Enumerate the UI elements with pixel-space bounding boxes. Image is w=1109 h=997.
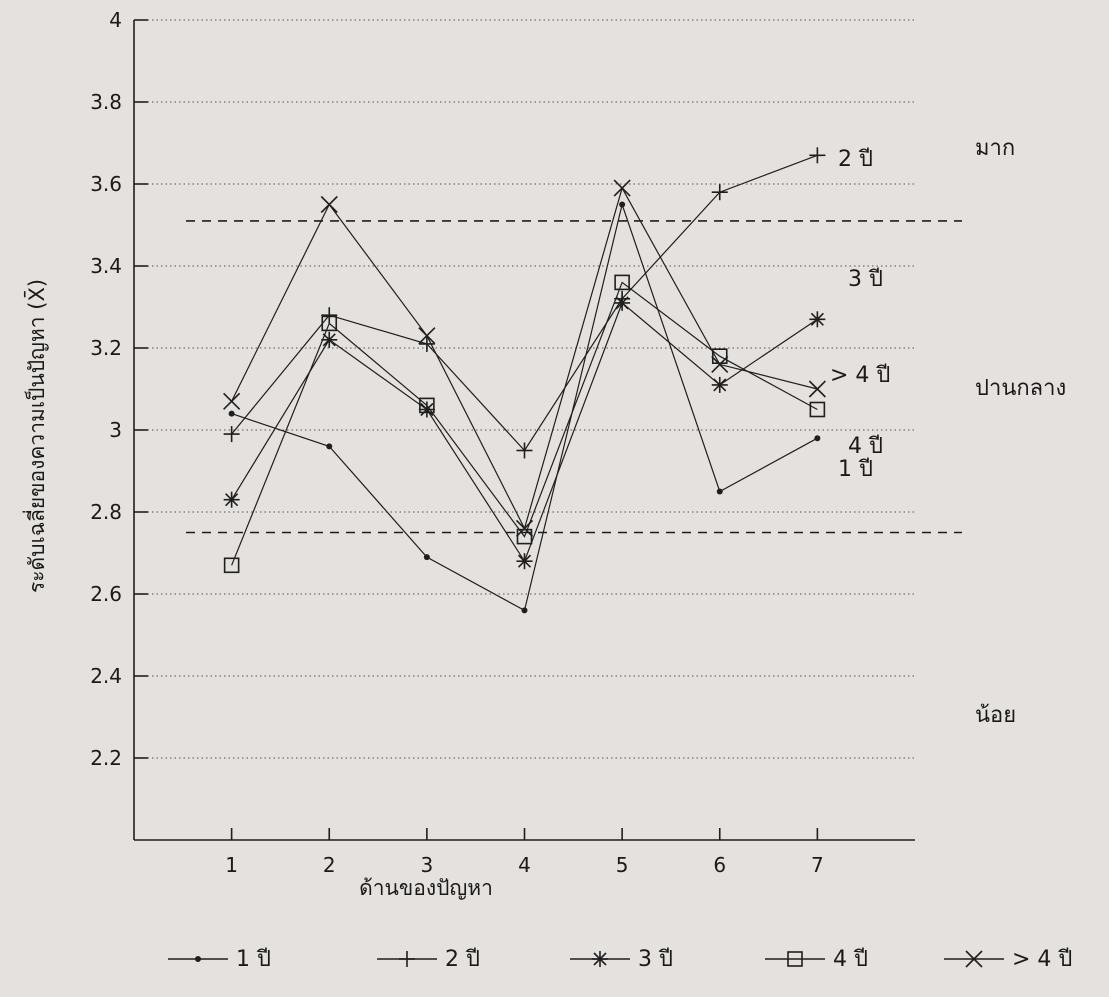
- legend-marker: [399, 951, 415, 967]
- x-tick-label: 1: [225, 853, 238, 877]
- y-tick-label: 2.2: [90, 746, 122, 770]
- data-point: [516, 553, 533, 570]
- data-point: [619, 201, 626, 208]
- y-tick-label: 3.4: [90, 254, 122, 278]
- data-point: [223, 557, 240, 574]
- data-point: [423, 554, 430, 561]
- legend-label: 3 ปี: [638, 947, 673, 972]
- series-4: [223, 274, 826, 574]
- legend-item: 2 ปี: [377, 947, 480, 972]
- data-point: [716, 488, 723, 495]
- series-end-label: 4 ปี: [848, 434, 883, 459]
- data-point: [418, 327, 436, 345]
- data-point: [516, 442, 533, 459]
- data-point: [223, 426, 240, 443]
- data-point: [223, 392, 241, 410]
- y-tick-label: 2.6: [90, 582, 122, 606]
- legend-label: 4 ปี: [833, 947, 868, 972]
- data-point: [521, 607, 528, 614]
- legend-item: 4 ปี: [765, 947, 868, 972]
- y-tick-label: 3.2: [90, 336, 122, 360]
- series-line: [231, 186, 818, 531]
- series-line: [231, 202, 818, 612]
- data-point: [515, 519, 534, 537]
- y-tick-label: 4: [109, 8, 122, 32]
- series-end-label: 1 ปี: [838, 457, 873, 482]
- data-point: [814, 435, 821, 442]
- legend-label: 1 ปี: [236, 947, 271, 972]
- series-group: [223, 147, 826, 614]
- y-tick-labels: 2.2 2.4 2.6 2.8 3 3.2 3.4 3.6 3.8 4: [90, 8, 122, 770]
- x-tick-label: 7: [811, 853, 824, 877]
- data-point: [321, 307, 338, 324]
- legend: 1 ปี 2 ปี 3 ปี 4 ปี > 4 ปี: [168, 947, 1072, 972]
- y-tick-label: 2.8: [90, 500, 122, 524]
- series-end-label: 2 ปี: [838, 147, 873, 172]
- legend-marker: [592, 951, 608, 967]
- y-axis-title: ระดับเฉลี่ยของความเป็นปัญหา (X̄): [22, 279, 49, 593]
- data-point: [711, 355, 729, 373]
- x-tick-label: 5: [616, 853, 629, 877]
- series-end-labels: 1 ปี 2 ปี 3 ปี 4 ปี > 4 ปี: [830, 147, 890, 482]
- data-point: [418, 401, 435, 418]
- legend-label: > 4 ปี: [1012, 947, 1072, 972]
- legend-item: > 4 ปี: [944, 947, 1072, 972]
- x-tick-label: 2: [323, 853, 336, 877]
- series-3: [223, 294, 826, 570]
- x-axis-title: ด้านของปัญหา: [359, 876, 493, 900]
- grid-lines: [134, 19, 915, 759]
- threshold-lines: [186, 220, 962, 534]
- legend-item: 1 ปี: [168, 947, 271, 972]
- data-point: [711, 184, 728, 201]
- data-point: [809, 311, 826, 328]
- data-point: [223, 491, 240, 508]
- series-1: [228, 201, 821, 614]
- data-point: [228, 410, 235, 417]
- series-5: [223, 179, 826, 537]
- data-point: [711, 376, 728, 393]
- data-point: [614, 294, 631, 311]
- x-tick-labels: 1 2 3 4 5 6 7: [225, 853, 823, 877]
- data-point: [321, 315, 338, 332]
- series-2: [223, 147, 826, 459]
- data-point: [321, 331, 338, 348]
- level-label: มาก: [975, 136, 1015, 161]
- x-tick-label: 6: [713, 853, 726, 877]
- x-tick-label: 3: [421, 853, 434, 877]
- data-point: [808, 380, 826, 398]
- data-point: [320, 195, 338, 214]
- legend-item: 3 ปี: [570, 947, 673, 972]
- series-line: [231, 281, 818, 566]
- data-point: [419, 397, 435, 414]
- axes: [133, 19, 915, 841]
- level-label: น้อย: [975, 703, 1016, 728]
- y-tick-label: 3.8: [90, 90, 122, 114]
- data-point: [809, 401, 826, 418]
- series-end-label: > 4 ปี: [830, 363, 890, 388]
- data-point: [326, 443, 333, 450]
- data-point: [418, 335, 435, 352]
- y-tick-label: 3.6: [90, 172, 122, 196]
- series-line: [231, 301, 818, 563]
- legend-marker: [195, 956, 201, 962]
- y-tick-label: 3: [109, 418, 122, 442]
- level-label: ปานกลาง: [975, 376, 1066, 401]
- x-tick-label: 4: [518, 853, 531, 877]
- series-end-label: 3 ปี: [848, 267, 883, 292]
- legend-marker: [965, 950, 983, 968]
- legend-marker: [787, 951, 803, 967]
- y-tick-label: 2.4: [90, 664, 122, 688]
- data-point: [809, 147, 826, 164]
- series-line: [231, 154, 818, 452]
- data-point: [613, 179, 631, 197]
- legend-label: 2 ปี: [445, 947, 480, 972]
- data-point: [614, 274, 630, 291]
